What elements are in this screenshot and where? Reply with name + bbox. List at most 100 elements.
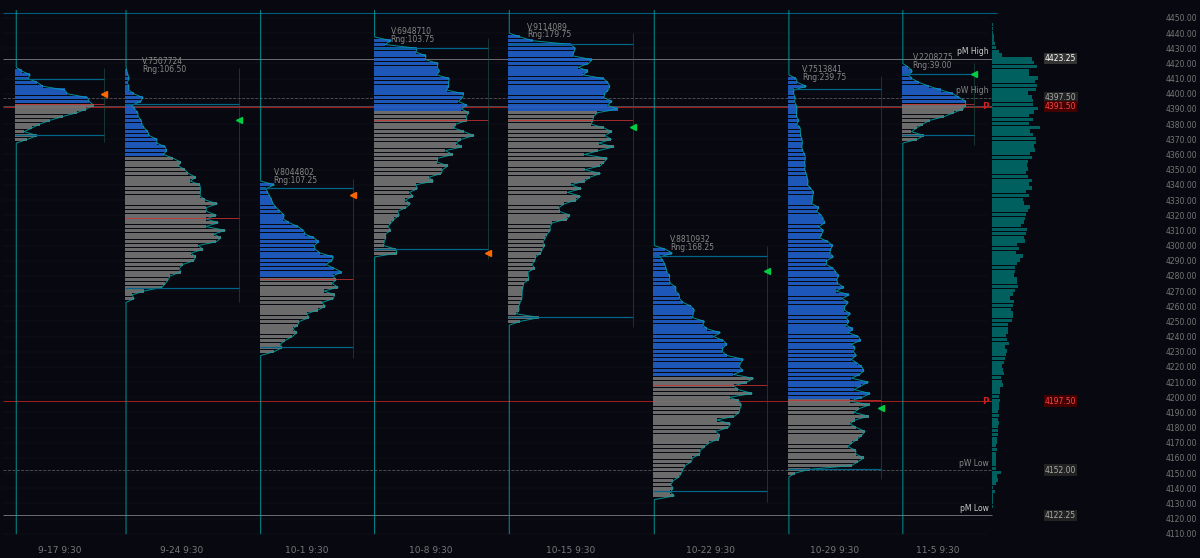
Bar xyxy=(373,51,416,54)
Bar xyxy=(788,464,852,467)
Bar xyxy=(788,138,802,141)
Bar xyxy=(373,248,396,251)
Bar xyxy=(259,275,332,277)
Bar xyxy=(992,311,1013,315)
Bar xyxy=(992,455,996,459)
Bar xyxy=(373,149,445,152)
Bar xyxy=(16,111,77,114)
Bar xyxy=(373,202,410,205)
Bar xyxy=(653,426,728,429)
Bar xyxy=(788,384,860,387)
Bar xyxy=(509,115,594,118)
Bar xyxy=(259,259,332,262)
Bar xyxy=(788,407,859,410)
Bar xyxy=(509,66,578,69)
Bar xyxy=(788,199,812,201)
Bar xyxy=(125,111,138,114)
Bar xyxy=(373,237,385,239)
Text: Rng:39.00: Rng:39.00 xyxy=(913,60,952,70)
Bar xyxy=(788,145,802,148)
Bar xyxy=(125,286,162,289)
Bar xyxy=(788,89,794,92)
Bar xyxy=(125,267,180,270)
Bar xyxy=(788,85,806,88)
Bar xyxy=(992,414,998,417)
Bar xyxy=(788,206,818,209)
Bar xyxy=(259,263,326,266)
Bar xyxy=(992,80,1034,83)
Bar xyxy=(992,232,1026,235)
Bar xyxy=(373,145,462,148)
Bar xyxy=(509,290,522,292)
Bar xyxy=(992,92,1028,95)
Bar xyxy=(992,175,1028,178)
Bar xyxy=(509,297,522,300)
Bar xyxy=(509,275,528,277)
Bar xyxy=(788,183,808,186)
Bar xyxy=(125,237,221,239)
Bar xyxy=(16,89,65,92)
Bar xyxy=(653,335,714,338)
Bar xyxy=(653,384,733,387)
Bar xyxy=(509,191,568,194)
Bar xyxy=(509,259,535,262)
Bar xyxy=(509,180,584,182)
Bar xyxy=(992,133,1033,137)
Bar xyxy=(509,85,610,88)
Bar xyxy=(992,478,997,482)
Bar xyxy=(653,464,685,467)
Bar xyxy=(788,377,852,380)
Bar xyxy=(653,472,682,475)
Bar xyxy=(509,248,542,251)
Bar xyxy=(788,164,805,167)
Bar xyxy=(788,396,863,399)
Text: V:8810932: V:8810932 xyxy=(671,235,712,244)
Bar xyxy=(788,415,869,418)
Bar xyxy=(992,398,1000,402)
Bar xyxy=(992,436,997,440)
Bar xyxy=(509,51,574,54)
Bar xyxy=(373,73,437,76)
Bar xyxy=(992,277,1016,281)
Bar xyxy=(653,259,662,262)
Bar xyxy=(125,176,196,179)
Bar xyxy=(788,434,862,437)
Bar xyxy=(653,252,672,254)
Bar xyxy=(788,92,793,95)
Bar xyxy=(992,467,996,470)
Bar xyxy=(509,73,583,76)
Bar xyxy=(788,244,833,247)
Bar xyxy=(992,410,998,413)
Bar xyxy=(125,108,134,110)
Bar xyxy=(653,434,720,437)
Bar xyxy=(653,312,694,315)
Bar xyxy=(992,425,997,429)
Bar xyxy=(509,225,550,228)
Bar xyxy=(788,286,844,289)
Bar xyxy=(509,126,604,129)
Bar xyxy=(788,225,818,228)
Bar xyxy=(509,153,584,156)
Bar xyxy=(259,309,318,311)
Bar xyxy=(125,85,128,88)
Bar xyxy=(509,92,605,95)
Bar xyxy=(992,266,1015,269)
Bar xyxy=(373,126,454,129)
Bar xyxy=(373,66,437,69)
Bar xyxy=(992,99,1033,102)
Bar xyxy=(788,100,794,103)
Bar xyxy=(992,459,996,463)
Bar xyxy=(788,108,797,110)
Bar xyxy=(788,119,799,122)
Text: pM Low: pM Low xyxy=(960,504,989,513)
Bar xyxy=(509,70,588,73)
Bar xyxy=(992,198,1024,201)
Bar xyxy=(373,47,416,50)
Bar xyxy=(653,441,709,444)
Text: 4423.25: 4423.25 xyxy=(1045,54,1076,63)
Bar xyxy=(788,347,854,349)
Bar xyxy=(992,235,1024,239)
Bar xyxy=(992,345,1004,349)
Bar xyxy=(509,134,605,137)
Bar xyxy=(788,290,836,292)
